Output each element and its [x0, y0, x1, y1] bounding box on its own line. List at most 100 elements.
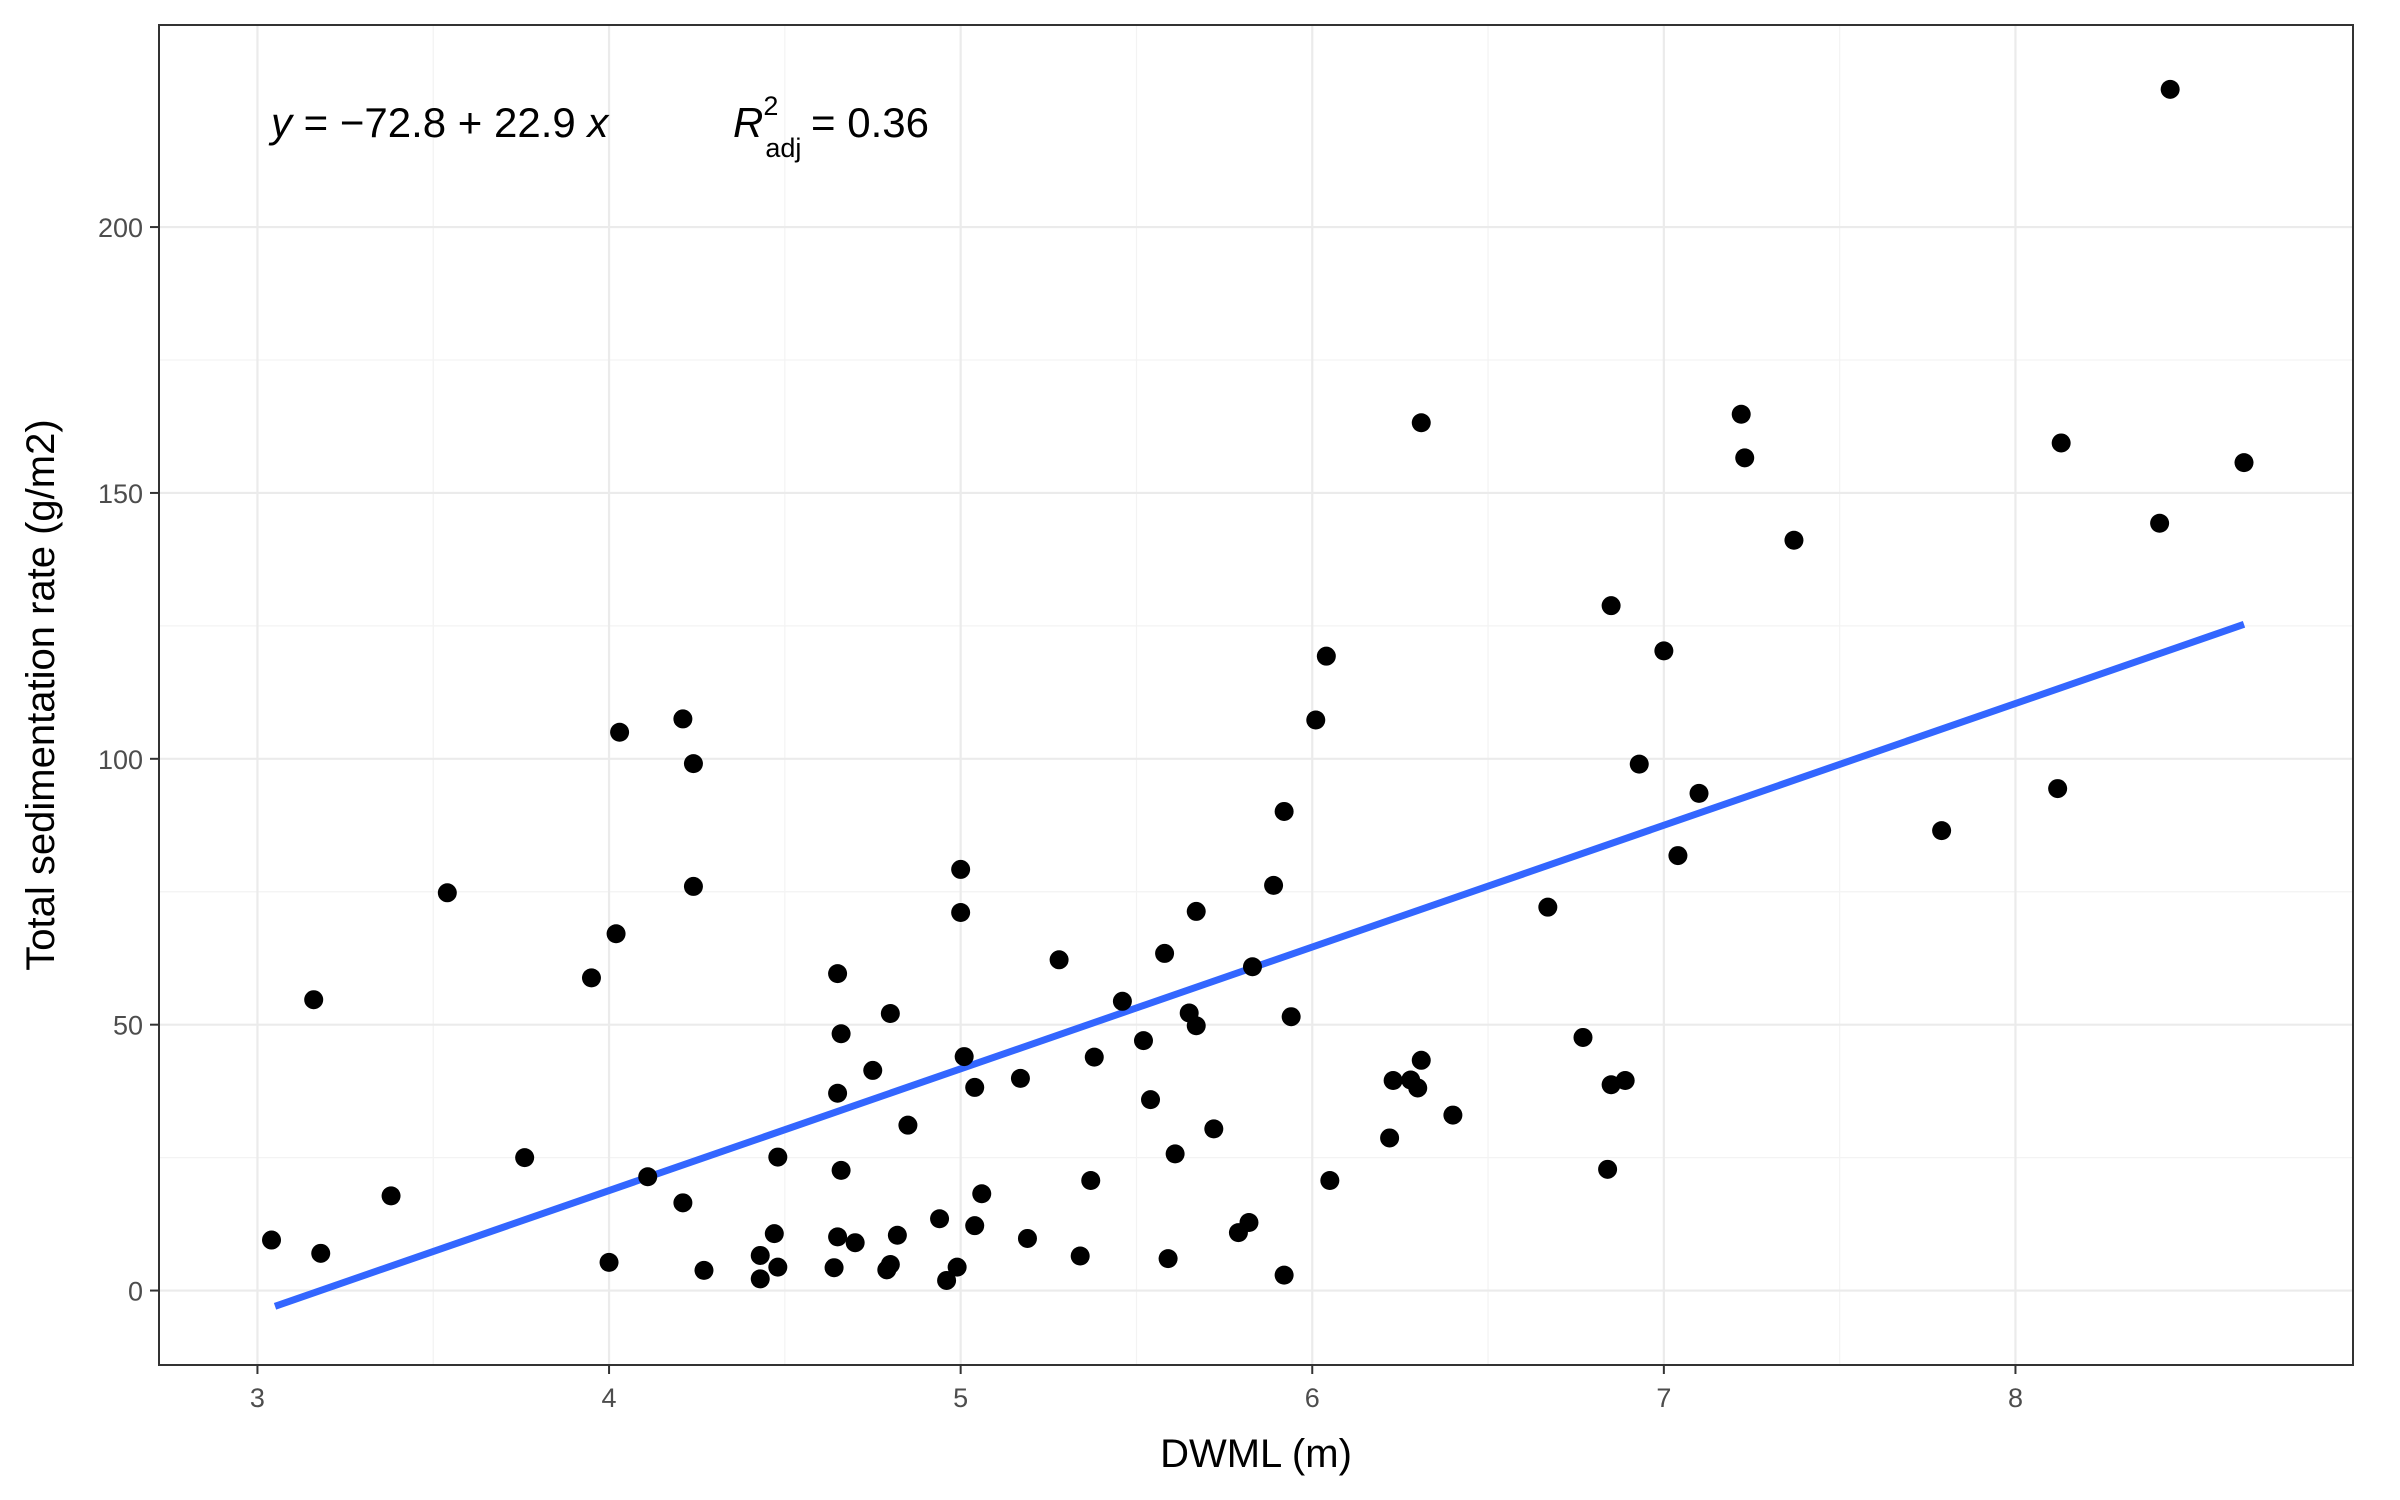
- data-point: [1668, 846, 1688, 866]
- r-squared-label: R2 = 0.36: [733, 91, 929, 146]
- data-point: [887, 1225, 907, 1245]
- data-point: [599, 1252, 619, 1272]
- data-point: [880, 1255, 900, 1274]
- data-point: [1689, 783, 1709, 803]
- data-point: [951, 859, 971, 879]
- data-point: [951, 902, 971, 922]
- data-point: [1380, 1128, 1400, 1148]
- data-point: [965, 1216, 985, 1236]
- data-point: [1084, 1047, 1104, 1067]
- data-point: [262, 1230, 282, 1250]
- x-axis-title: DWML (m): [1160, 1432, 1352, 1476]
- x-tick-label: 6: [1305, 1383, 1320, 1413]
- regression-equation: y = −72.8 + 22.9 x: [268, 99, 610, 146]
- data-point: [1264, 875, 1284, 895]
- x-tick-label: 5: [953, 1383, 968, 1413]
- data-point: [1411, 1050, 1431, 1070]
- data-point: [1784, 530, 1804, 550]
- equation-x-symbol: x: [585, 99, 610, 146]
- y-tick-label: 0: [128, 1277, 143, 1307]
- data-point: [1274, 801, 1294, 821]
- equation-y-symbol: y: [268, 99, 295, 146]
- data-point: [1141, 1090, 1161, 1110]
- x-tick-label: 7: [1656, 1383, 1671, 1413]
- data-point: [1383, 1071, 1403, 1091]
- data-point: [1443, 1105, 1463, 1125]
- data-point: [694, 1260, 714, 1280]
- data-point: [768, 1257, 788, 1277]
- data-point: [1186, 901, 1206, 921]
- data-point: [1615, 1071, 1635, 1091]
- y-tick-label: 100: [98, 745, 143, 775]
- data-point: [2160, 79, 2180, 99]
- data-point: [1731, 404, 1751, 424]
- data-point: [831, 1160, 851, 1180]
- data-point: [381, 1186, 401, 1206]
- data-point: [515, 1148, 535, 1168]
- data-point: [937, 1270, 957, 1290]
- r-squared-subscript: adj: [765, 133, 801, 163]
- x-tick-label: 8: [2008, 1383, 2023, 1413]
- data-point: [1281, 1007, 1301, 1027]
- minor-gridlines: [159, 25, 2353, 1365]
- data-point: [1411, 413, 1431, 433]
- data-point: [880, 1004, 900, 1024]
- data-point: [824, 1258, 844, 1278]
- data-point: [1186, 1016, 1206, 1036]
- data-point: [2051, 433, 2071, 453]
- data-point: [845, 1233, 865, 1253]
- data-point: [1070, 1246, 1090, 1266]
- data-point: [683, 876, 703, 896]
- data-point: [1601, 596, 1621, 616]
- data-point: [1112, 991, 1132, 1011]
- data-point: [972, 1184, 992, 1204]
- data-point: [1320, 1170, 1340, 1190]
- data-point: [1735, 448, 1755, 468]
- data-point: [1306, 710, 1326, 730]
- data-point: [673, 709, 693, 729]
- r-symbol: R: [733, 99, 763, 146]
- x-tick-label: 4: [602, 1383, 617, 1413]
- data-point: [828, 1227, 848, 1247]
- data-point: [1598, 1159, 1618, 1179]
- data-point: [1242, 957, 1262, 977]
- y-axis-ticks: 0 50 100 150 200: [98, 213, 159, 1307]
- data-point: [1573, 1027, 1593, 1047]
- data-point: [828, 964, 848, 984]
- data-point: [683, 754, 703, 774]
- y-tick-label: 50: [113, 1011, 143, 1041]
- panel-border: [158, 24, 2354, 1366]
- data-point: [1204, 1119, 1224, 1139]
- data-point: [1049, 950, 1069, 970]
- data-point: [2048, 779, 2068, 799]
- data-points: [262, 79, 2254, 1290]
- data-point: [610, 722, 630, 742]
- data-point: [2150, 513, 2170, 533]
- data-point: [764, 1224, 784, 1244]
- y-axis-title: Total sedimentation rate (g/m2): [19, 419, 63, 970]
- data-point: [930, 1209, 950, 1229]
- data-point: [750, 1245, 770, 1265]
- data-point: [606, 924, 626, 944]
- y-tick-label: 200: [98, 213, 143, 243]
- x-tick-label: 3: [250, 1383, 265, 1413]
- data-point: [304, 990, 324, 1010]
- data-point: [311, 1243, 331, 1263]
- data-point: [673, 1193, 693, 1213]
- x-axis-ticks: 3 4 5 6 7 8: [250, 1365, 2023, 1413]
- data-point: [828, 1083, 848, 1103]
- data-point: [750, 1269, 770, 1289]
- data-point: [1932, 821, 1952, 841]
- equation-coefficients: = −72.8 + 22.9: [292, 99, 587, 146]
- r-squared-superscript: 2: [763, 91, 778, 121]
- data-point: [437, 883, 457, 903]
- data-point: [947, 1257, 967, 1277]
- r-squared-value: = 0.36: [799, 99, 929, 146]
- data-point: [1017, 1228, 1037, 1248]
- data-point: [1165, 1144, 1185, 1164]
- data-point: [954, 1047, 974, 1067]
- data-point: [831, 1024, 851, 1044]
- data-point: [2234, 453, 2254, 473]
